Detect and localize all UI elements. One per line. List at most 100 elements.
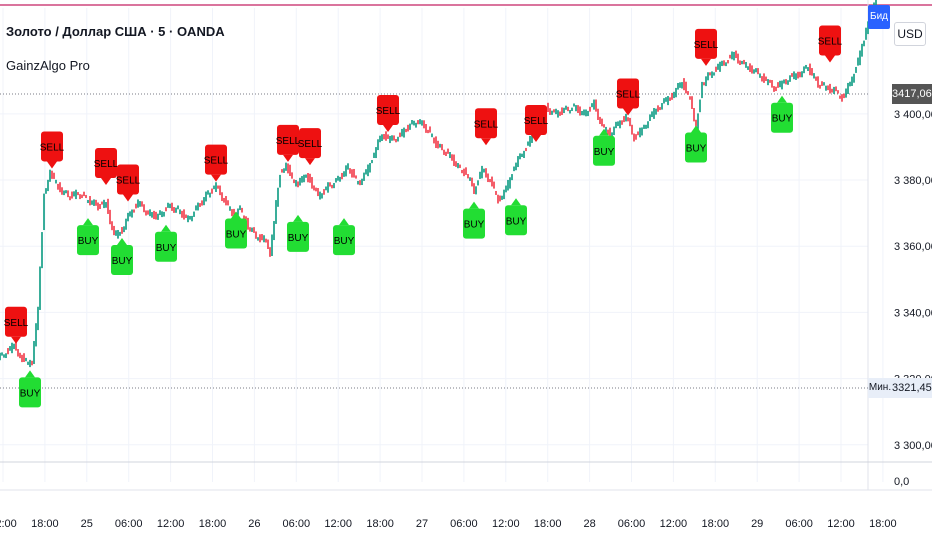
buy-arrow <box>25 370 35 378</box>
min-price-tag: 3321,455 <box>892 378 932 398</box>
sell-signal-label: SELL <box>276 136 301 147</box>
buy-signal-box <box>155 231 177 262</box>
sell-signal-label: SELL <box>40 142 65 153</box>
buy-arrow <box>511 198 521 206</box>
sell-signal-label: SELL <box>524 116 549 127</box>
x-tick-label: 26 <box>248 518 260 530</box>
buy-signal-label: BUY <box>334 236 355 247</box>
buy-signal-box <box>77 225 99 256</box>
sub-pane-tick: 0,0 <box>894 476 909 488</box>
x-tick-label: 12:00 <box>0 518 17 530</box>
sell-signal-label: SELL <box>298 139 323 150</box>
top-session-line <box>0 4 932 6</box>
buy-signal-box <box>593 135 615 166</box>
buy-signal-label: BUY <box>78 236 99 247</box>
buy-signal-box <box>505 205 527 236</box>
sell-signal-label: SELL <box>94 159 119 170</box>
buy-signal-box <box>19 377 41 408</box>
y-tick-label: 3 360,000 <box>894 241 932 253</box>
symbol-title[interactable]: Золото / Доллар США · 5 · OANDA <box>6 24 225 39</box>
sell-signal-box <box>299 128 321 159</box>
x-tick-label: 18:00 <box>199 518 227 530</box>
sell-arrow <box>701 58 711 66</box>
buy-arrow <box>117 238 127 245</box>
buy-signal-box <box>287 221 309 252</box>
sell-signal-label: SELL <box>376 106 401 117</box>
sell-signal-box <box>205 144 227 175</box>
x-tick-label: 18:00 <box>31 518 59 530</box>
sell-signal-label: SELL <box>474 119 499 130</box>
sell-signal-box <box>819 25 841 56</box>
sell-arrow <box>211 174 221 182</box>
buy-signal-label: BUY <box>772 114 793 125</box>
buy-arrow <box>691 125 701 133</box>
buy-signal-label: BUY <box>288 233 309 244</box>
x-tick-label: 12:00 <box>492 518 520 530</box>
sell-arrow <box>11 336 21 344</box>
sell-arrow <box>383 125 393 133</box>
sell-arrow <box>123 194 133 202</box>
sell-arrow <box>283 154 293 162</box>
indicator-name[interactable]: GainzAlgo Pro <box>6 58 90 73</box>
buy-signal-label: BUY <box>594 147 615 158</box>
sell-signal-box <box>695 28 717 59</box>
y-tick-label: 3 340,000 <box>894 307 932 319</box>
y-tick-label: 3 380,000 <box>894 175 932 187</box>
sell-signal-box <box>277 124 299 155</box>
y-tick-label: 3 300,000 <box>894 440 932 452</box>
x-tick-label: 06:00 <box>618 518 646 530</box>
sell-arrow <box>623 108 633 116</box>
sell-arrow <box>305 158 315 166</box>
sell-signal-box <box>377 95 399 126</box>
buy-signal-box <box>771 102 793 133</box>
sell-signal-label: SELL <box>818 37 843 48</box>
x-tick-label: 27 <box>416 518 428 530</box>
buy-signal-label: BUY <box>156 243 177 254</box>
sell-signal-box <box>525 104 547 135</box>
sell-signal-label: SELL <box>204 156 229 167</box>
buy-signal-label: BUY <box>464 220 485 231</box>
last-price-tag: 3417,060 <box>892 84 932 104</box>
sell-signal-box <box>95 147 117 178</box>
sell-signal-label: SELL <box>4 318 29 329</box>
x-tick-label: 28 <box>583 518 595 530</box>
buy-arrow <box>231 211 241 219</box>
x-tick-label: 06:00 <box>283 518 311 530</box>
buy-arrow <box>161 224 171 232</box>
x-tick-label: 18:00 <box>702 518 730 530</box>
x-tick-label: 06:00 <box>785 518 813 530</box>
buy-signal-label: BUY <box>112 256 133 267</box>
x-tick-label: 18:00 <box>534 518 562 530</box>
buy-arrow <box>293 214 303 222</box>
buy-signal-label: BUY <box>686 144 707 155</box>
sell-signal-box <box>617 78 639 109</box>
buy-signal-box <box>333 225 355 256</box>
buy-arrow <box>599 128 609 136</box>
sell-arrow <box>481 138 491 146</box>
buy-signal-label: BUY <box>226 230 247 241</box>
x-tick-label: 18:00 <box>869 518 897 530</box>
sell-signal-label: SELL <box>116 176 141 187</box>
sell-signal-label: SELL <box>694 40 719 51</box>
buy-arrow <box>83 218 93 226</box>
x-tick-label: 12:00 <box>324 518 352 530</box>
x-tick-label: 12:00 <box>827 518 855 530</box>
currency-button[interactable]: USD <box>894 22 926 46</box>
sell-signal-box <box>5 306 27 337</box>
buy-arrow <box>339 218 349 226</box>
sell-signal-box <box>117 164 139 195</box>
sell-signal-label: SELL <box>616 90 641 101</box>
buy-signal-box <box>225 218 247 249</box>
sell-arrow <box>47 161 57 169</box>
x-tick-label: 25 <box>81 518 93 530</box>
buy-arrow <box>777 95 787 103</box>
y-tick-label: 3 400,000 <box>894 109 932 121</box>
sell-arrow <box>825 55 835 63</box>
x-tick-label: 12:00 <box>157 518 185 530</box>
buy-signal-label: BUY <box>506 216 527 227</box>
sell-signal-box <box>475 108 497 139</box>
buy-signal-box <box>111 245 133 275</box>
x-tick-label: 06:00 <box>115 518 143 530</box>
sell-arrow <box>531 134 541 142</box>
